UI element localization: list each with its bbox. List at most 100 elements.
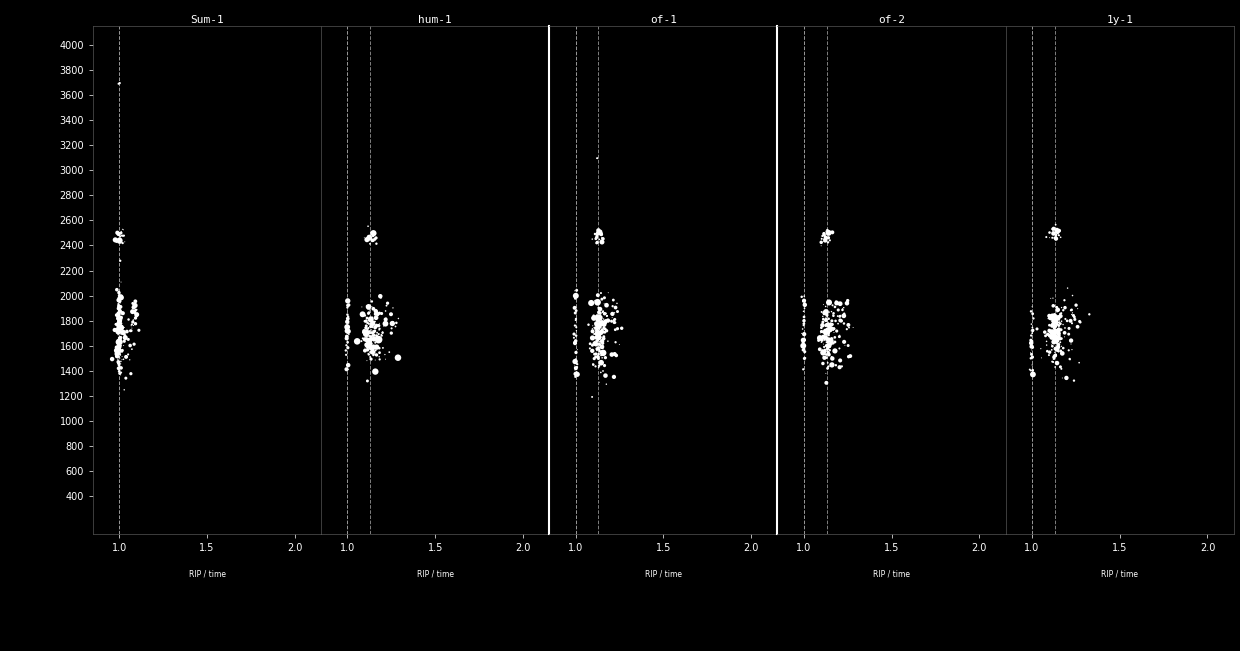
Point — [589, 225, 609, 236]
Point — [361, 233, 381, 243]
Point — [820, 320, 839, 331]
Point — [589, 307, 609, 318]
Point — [811, 237, 831, 247]
Point — [336, 340, 356, 350]
Point — [585, 296, 605, 306]
Point — [590, 229, 610, 239]
Point — [123, 317, 143, 327]
Point — [124, 302, 144, 312]
Point — [357, 339, 377, 349]
Point — [363, 319, 383, 329]
Point — [1023, 325, 1043, 335]
Point — [583, 234, 603, 244]
Point — [605, 337, 625, 348]
Point — [815, 315, 835, 326]
Point — [1047, 326, 1066, 337]
Point — [1023, 352, 1043, 363]
Point — [810, 333, 830, 343]
Point — [816, 307, 836, 317]
Point — [811, 337, 831, 347]
Point — [109, 326, 129, 337]
Point — [588, 315, 608, 326]
Point — [791, 328, 811, 339]
Point — [105, 319, 125, 329]
Point — [588, 332, 608, 342]
Point — [818, 336, 838, 346]
Point — [356, 322, 376, 332]
Point — [837, 298, 857, 309]
Point — [126, 309, 146, 320]
Point — [591, 237, 611, 247]
Point — [1045, 312, 1065, 322]
Point — [365, 234, 384, 245]
Point — [584, 313, 604, 324]
Point — [813, 327, 833, 337]
Point — [109, 306, 129, 316]
Point — [1059, 345, 1079, 355]
Point — [360, 352, 379, 362]
Point — [816, 307, 836, 317]
Point — [817, 363, 837, 374]
Point — [817, 346, 837, 357]
Point — [583, 326, 603, 337]
Point — [827, 326, 847, 336]
Point — [358, 232, 378, 243]
Point — [112, 308, 131, 318]
Point — [839, 322, 859, 333]
Point — [590, 304, 610, 314]
Point — [1050, 318, 1070, 329]
Point — [361, 333, 381, 343]
Point — [1048, 306, 1068, 316]
Point — [360, 230, 379, 240]
Point — [1052, 302, 1071, 312]
Point — [588, 326, 608, 336]
Point — [1042, 224, 1061, 234]
Point — [1043, 232, 1063, 243]
Point — [815, 353, 835, 363]
Point — [813, 331, 833, 342]
Point — [113, 224, 133, 234]
Point — [567, 322, 587, 333]
Point — [1047, 225, 1066, 236]
Point — [1059, 329, 1079, 339]
Point — [358, 221, 378, 232]
Point — [108, 324, 128, 334]
Point — [815, 329, 835, 340]
Point — [109, 315, 129, 326]
Point — [1021, 348, 1040, 358]
Point — [590, 320, 610, 330]
Point — [360, 236, 379, 246]
Point — [1043, 301, 1063, 311]
Point — [368, 320, 388, 331]
Point — [110, 316, 130, 326]
Point — [813, 332, 833, 342]
Point — [112, 363, 131, 373]
Point — [815, 335, 835, 346]
Point — [109, 324, 129, 335]
Point — [1045, 311, 1065, 321]
Point — [608, 307, 627, 317]
Point — [362, 347, 382, 357]
Point — [362, 332, 382, 342]
Point — [831, 316, 851, 326]
Point — [1047, 230, 1066, 240]
Point — [110, 344, 130, 354]
Point — [811, 322, 831, 333]
Point — [367, 331, 387, 341]
Point — [1042, 344, 1061, 355]
Point — [361, 227, 381, 238]
Point — [588, 314, 608, 324]
Point — [125, 309, 145, 319]
Point — [123, 298, 143, 309]
Point — [813, 346, 833, 357]
Point — [122, 368, 141, 379]
Point — [820, 335, 839, 345]
Point — [1060, 355, 1080, 365]
Point — [107, 325, 126, 335]
Title: hum-1: hum-1 — [418, 15, 453, 25]
Point — [360, 315, 379, 326]
Point — [818, 317, 838, 327]
Point — [361, 339, 381, 349]
Point — [795, 314, 815, 325]
Point — [115, 333, 135, 343]
